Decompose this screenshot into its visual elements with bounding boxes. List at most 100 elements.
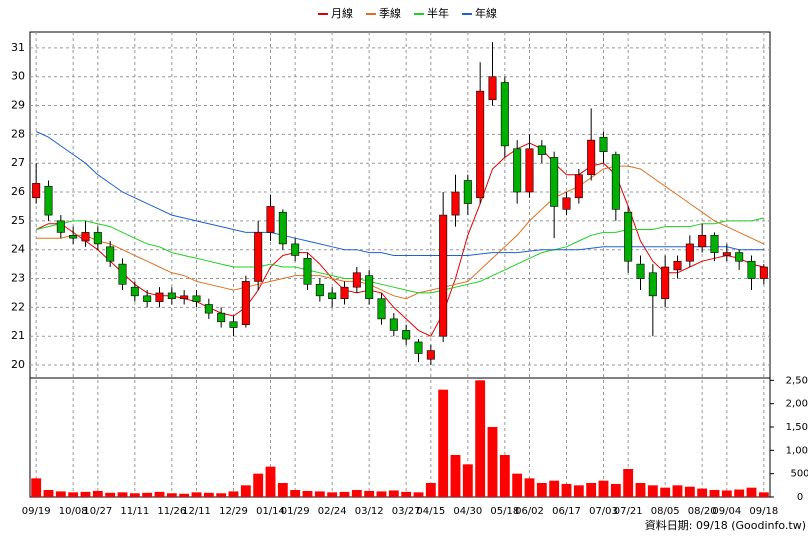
candle-body [624, 211, 633, 262]
volume-bar [203, 492, 214, 497]
volume-bar [610, 483, 621, 497]
candle-body [44, 185, 53, 216]
x-tick-label: 12/11 [182, 506, 211, 517]
candle-body [500, 82, 509, 147]
candle-body [365, 275, 374, 300]
volume-bar [697, 488, 708, 497]
ma-line [36, 217, 764, 294]
y-tick-label: 20 [11, 358, 25, 371]
volume-bar [401, 491, 412, 497]
candle-body [402, 330, 411, 340]
volume-bar [55, 491, 66, 497]
y-tick-label: 22 [11, 300, 25, 313]
y-tick-label: 23 [11, 272, 25, 285]
volume-bar [117, 492, 128, 497]
volume-bar [746, 487, 757, 497]
x-tick-label: 04/15 [416, 506, 445, 517]
volume-bar [647, 485, 658, 497]
volume-bar [302, 490, 313, 497]
x-tick-label: 11/26 [157, 506, 186, 517]
candle-body [426, 350, 435, 360]
volume-tick-label: 2,000 [786, 399, 808, 410]
x-tick-label: 03/27 [392, 506, 421, 517]
volume-bar [499, 455, 510, 497]
volume-bar [240, 485, 251, 497]
x-tick-label: 02/24 [318, 506, 347, 517]
x-tick-label: 08/20 [688, 506, 717, 517]
volume-bar [154, 491, 165, 497]
x-tick-label: 05/18 [490, 506, 519, 517]
candle-body [537, 145, 546, 155]
candle-body [562, 197, 571, 210]
volume-bar [31, 478, 42, 497]
candle-body [735, 252, 744, 262]
candle-body [56, 220, 65, 233]
candle-body [611, 154, 620, 210]
volume-bar [388, 490, 399, 497]
candle-body [648, 272, 657, 297]
volume-tick-label: 2,500 [786, 375, 808, 386]
candle-body [673, 260, 682, 271]
candle-body [217, 312, 226, 323]
candle-body [291, 243, 300, 256]
legend-label: 月線 [331, 6, 353, 20]
candle-body [439, 214, 448, 337]
x-tick-label: 01/29 [281, 506, 310, 517]
volume-bar [179, 493, 190, 497]
volume-bar [475, 380, 486, 497]
candle-body [303, 258, 312, 285]
candle-body [229, 321, 238, 328]
candle-body [328, 292, 337, 300]
volume-bar [758, 492, 769, 497]
volume-bar [512, 473, 523, 497]
candle-body [550, 157, 559, 207]
candle-body [340, 286, 349, 300]
candle-body [377, 298, 386, 320]
volume-bar [672, 485, 683, 497]
volume-bar [277, 483, 288, 497]
legend-label: 半年 [427, 6, 449, 20]
volume-bar [105, 492, 116, 497]
candle-body [81, 232, 90, 242]
candle-body [389, 318, 398, 331]
volume-bar [413, 492, 424, 497]
y-tick-label: 31 [11, 41, 25, 54]
x-tick-label: 10/27 [83, 506, 112, 517]
volume-bar [290, 490, 301, 497]
volume-bar [265, 466, 276, 497]
candle-body [599, 136, 608, 152]
candle-body [414, 341, 423, 354]
volume-bar [314, 491, 325, 497]
volume-bar [425, 483, 436, 497]
x-tick-label: 09/18 [749, 506, 778, 517]
legend-label: 年線 [475, 6, 497, 20]
candle-body [451, 191, 460, 216]
volume-tick-label: 1,000 [786, 445, 808, 456]
candle-body [254, 232, 263, 282]
candle-body [69, 234, 78, 239]
y-tick-label: 29 [11, 99, 25, 112]
y-tick-label: 26 [11, 185, 25, 198]
y-tick-label: 28 [11, 127, 25, 140]
plot-frame [29, 31, 771, 498]
candle-body [476, 90, 485, 199]
candle-body [722, 252, 731, 256]
x-tick-label: 09/19 [22, 506, 51, 517]
volume-bar [598, 480, 609, 497]
candle-body [574, 174, 583, 199]
volume-bar [327, 492, 338, 497]
candle-body [513, 148, 522, 193]
volume-bar [586, 483, 597, 497]
footer: 資料日期: 09/18 (Goodinfo.tw) [645, 518, 806, 532]
volume-bar [364, 490, 375, 497]
x-tick-label: 06/02 [515, 506, 544, 517]
x-tick-label: 11/11 [120, 506, 149, 517]
volume-bar [92, 490, 103, 497]
candle-body [463, 180, 472, 204]
ma-line [35, 131, 764, 256]
candle-body [587, 139, 596, 176]
candle-body [241, 281, 250, 325]
volume-tick-label: 0 [797, 492, 803, 503]
volume-bar [487, 427, 498, 497]
